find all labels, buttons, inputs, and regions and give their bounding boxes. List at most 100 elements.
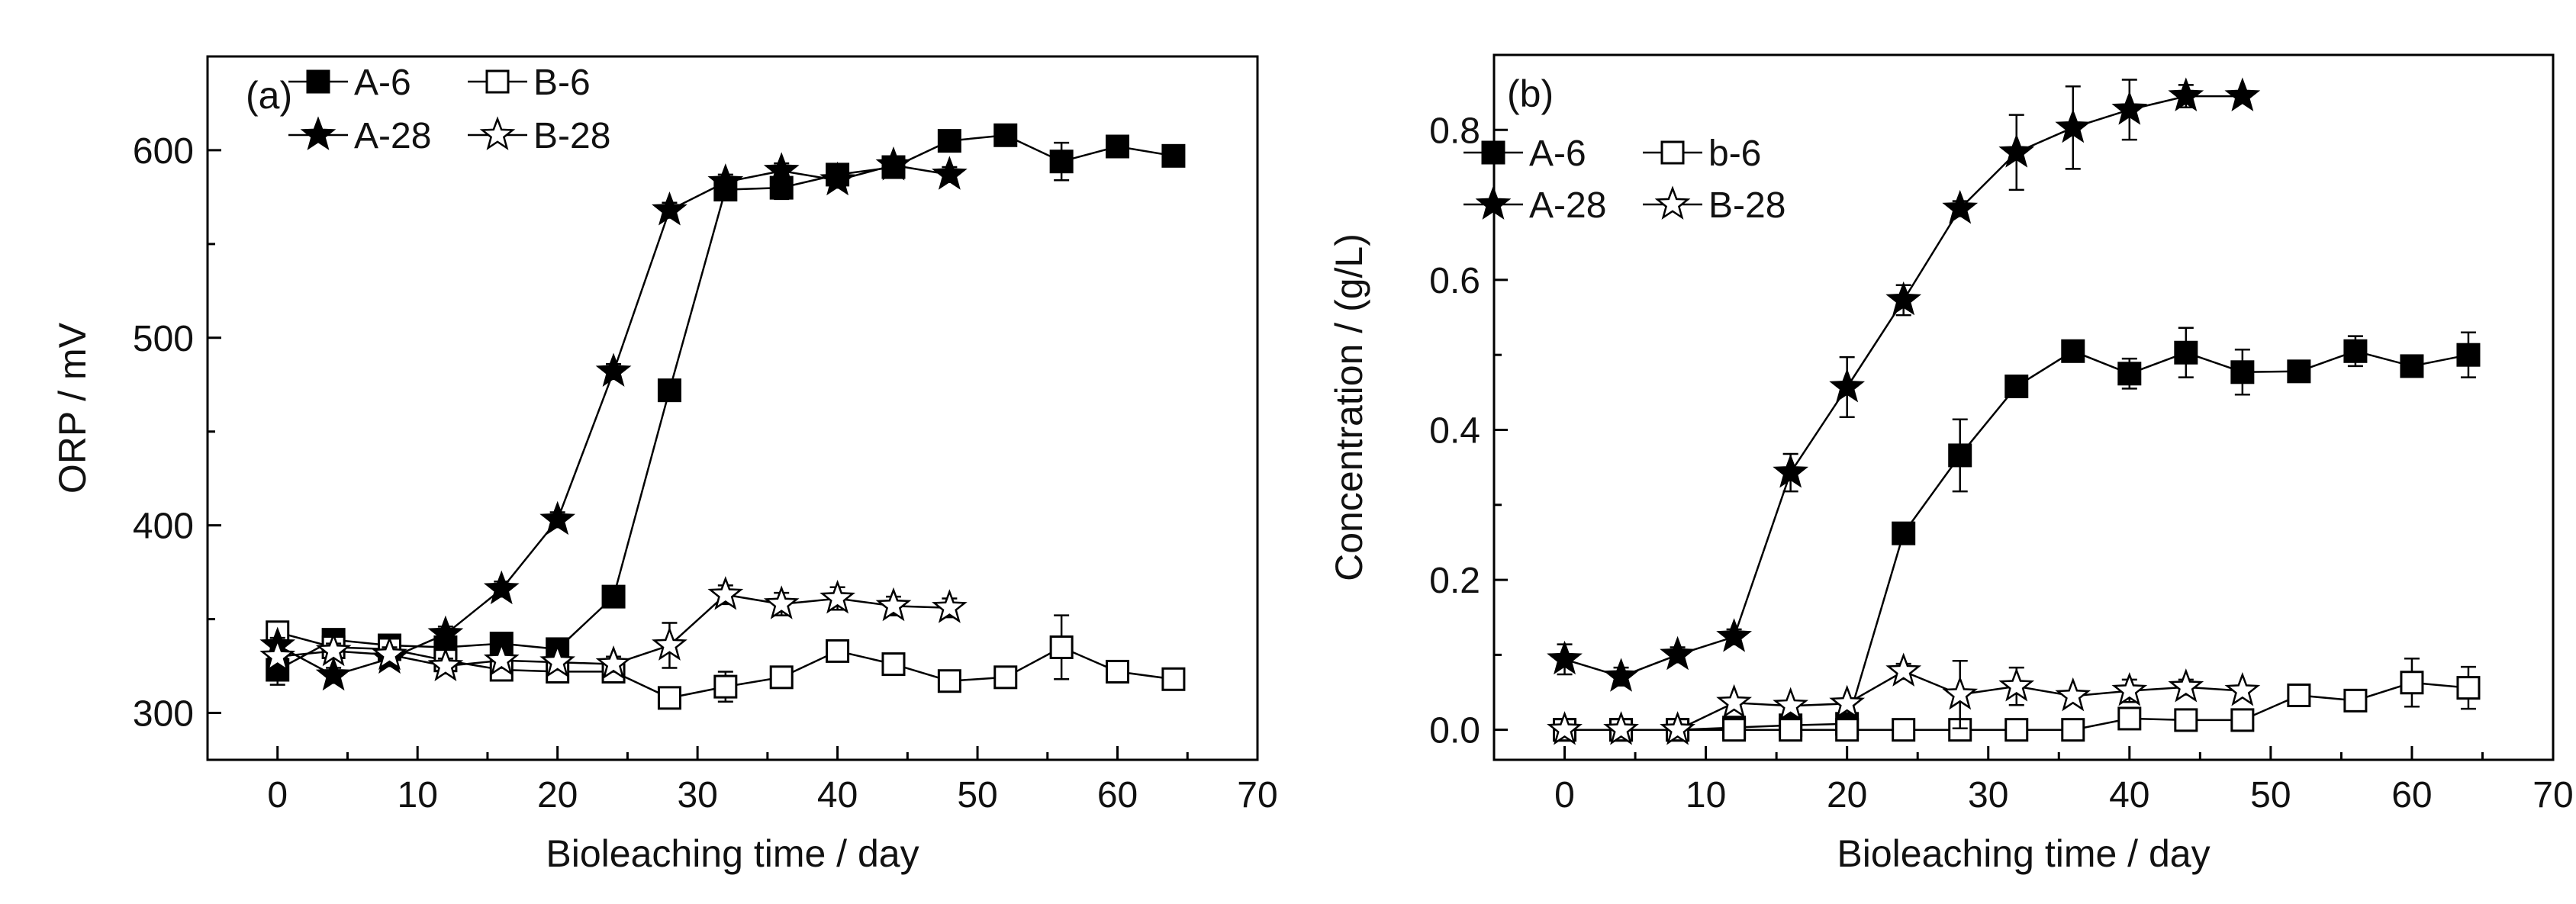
data-point xyxy=(2061,718,2085,742)
data-point xyxy=(1161,667,1186,691)
data-point xyxy=(993,123,1018,147)
legend-entry: A-6 xyxy=(1463,134,1586,174)
x-axis: 0 10 20 30 40 50 60 70 xyxy=(267,746,1278,816)
data-point xyxy=(875,146,912,181)
data-point xyxy=(1106,659,1130,684)
legend-label: B-28 xyxy=(1708,185,1785,226)
data-point xyxy=(372,635,407,671)
legend-marker xyxy=(1481,140,1505,165)
data-point xyxy=(763,585,800,619)
data-point xyxy=(1948,443,1972,468)
legend: A-6 b-6 A-28 B-28 xyxy=(1463,134,1785,226)
data-point xyxy=(937,669,961,693)
series-a-28 xyxy=(1547,77,2261,692)
y-tick-label: 0.8 xyxy=(1429,111,1480,151)
y-tick-label: 0.2 xyxy=(1429,561,1480,601)
legend-entry: A-28 xyxy=(288,116,431,156)
data-point xyxy=(1660,635,1695,671)
y-tick-label: 300 xyxy=(133,694,194,735)
data-point xyxy=(932,156,968,190)
legend-label: A-28 xyxy=(354,116,431,156)
y-axis-title: Concentration / (g/L) xyxy=(1328,233,1370,581)
y-axis-title: ORP / mV xyxy=(51,322,94,494)
x-tick-label: 70 xyxy=(2533,775,2573,816)
data-point xyxy=(539,500,576,536)
data-point xyxy=(595,645,632,680)
data-point xyxy=(315,632,352,667)
data-point xyxy=(427,615,464,650)
data-point xyxy=(483,570,520,605)
legend-label: A-6 xyxy=(1529,134,1586,174)
data-point xyxy=(2230,360,2255,384)
series-b-28 xyxy=(259,576,968,681)
data-point xyxy=(1885,652,1922,687)
x-tick-label: 30 xyxy=(1968,775,2008,816)
x-axis-title: Bioleaching time / day xyxy=(1837,832,2210,875)
data-point xyxy=(1829,684,1866,719)
data-point xyxy=(1716,684,1752,719)
legend-marker xyxy=(300,116,336,150)
data-point xyxy=(2400,354,2424,378)
data-point xyxy=(657,686,681,710)
legend-entry: B-6 xyxy=(468,63,591,103)
legend-entry: B-28 xyxy=(468,116,610,156)
x-tick-label: 0 xyxy=(267,775,288,816)
legend-marker xyxy=(485,69,510,94)
data-point xyxy=(1892,521,1916,545)
data-point xyxy=(2168,77,2204,111)
data-point xyxy=(1773,453,1809,488)
data-point xyxy=(2174,708,2198,732)
data-point xyxy=(2117,362,2142,386)
data-point xyxy=(763,152,800,186)
data-point xyxy=(707,163,744,198)
data-point xyxy=(932,589,968,623)
data-point xyxy=(2117,706,2142,731)
y-tick-label: 0.6 xyxy=(1429,261,1480,301)
data-point xyxy=(1779,718,1803,742)
data-point xyxy=(1106,134,1130,159)
x-axis: 0 10 20 30 40 50 60 70 xyxy=(1554,746,2574,816)
data-point xyxy=(2055,677,2091,712)
data-point xyxy=(2343,339,2368,363)
data-point xyxy=(2168,668,2204,703)
legend-entry: b-6 xyxy=(1643,134,1761,174)
data-point xyxy=(2004,718,2029,742)
chart-panel-b: 0 10 20 30 40 50 60 70 0.0 0.2 0.4 0.6 0.8 Bioleachin… xyxy=(1328,53,2574,875)
data-point xyxy=(1161,143,1186,168)
data-point xyxy=(819,161,855,196)
series-b-28 xyxy=(1547,652,2261,745)
x-tick-label: 50 xyxy=(2250,775,2291,816)
data-point xyxy=(601,584,626,609)
data-point xyxy=(826,639,850,663)
data-point xyxy=(1660,711,1695,745)
data-point xyxy=(1835,718,1860,742)
data-point xyxy=(539,643,576,678)
data-point xyxy=(427,647,464,681)
y-tick-label: 600 xyxy=(133,131,194,172)
legend-label: B-28 xyxy=(533,116,610,156)
x-tick-label: 30 xyxy=(677,775,717,816)
panel-label: (b) xyxy=(1507,72,1554,115)
data-point xyxy=(1829,368,1866,403)
data-point xyxy=(819,579,855,614)
x-tick-label: 70 xyxy=(1237,775,1277,816)
data-point xyxy=(1603,711,1639,745)
data-point xyxy=(2061,339,2085,363)
data-point xyxy=(881,652,906,677)
legend-entry: A-28 xyxy=(1463,185,1606,226)
x-tick-label: 60 xyxy=(2391,775,2432,816)
x-tick-label: 50 xyxy=(957,775,997,816)
data-point xyxy=(595,352,632,387)
data-point xyxy=(2224,77,2261,111)
x-tick-label: 10 xyxy=(1686,775,1726,816)
data-point xyxy=(1892,718,1916,742)
data-point xyxy=(875,587,912,622)
legend-entry: A-6 xyxy=(288,63,411,103)
x-tick-label: 40 xyxy=(817,775,858,816)
legend-label: A-28 xyxy=(1529,185,1606,226)
data-point xyxy=(1942,189,1979,224)
data-point xyxy=(2055,108,2091,143)
data-point xyxy=(2111,91,2148,125)
data-point xyxy=(1716,618,1752,652)
